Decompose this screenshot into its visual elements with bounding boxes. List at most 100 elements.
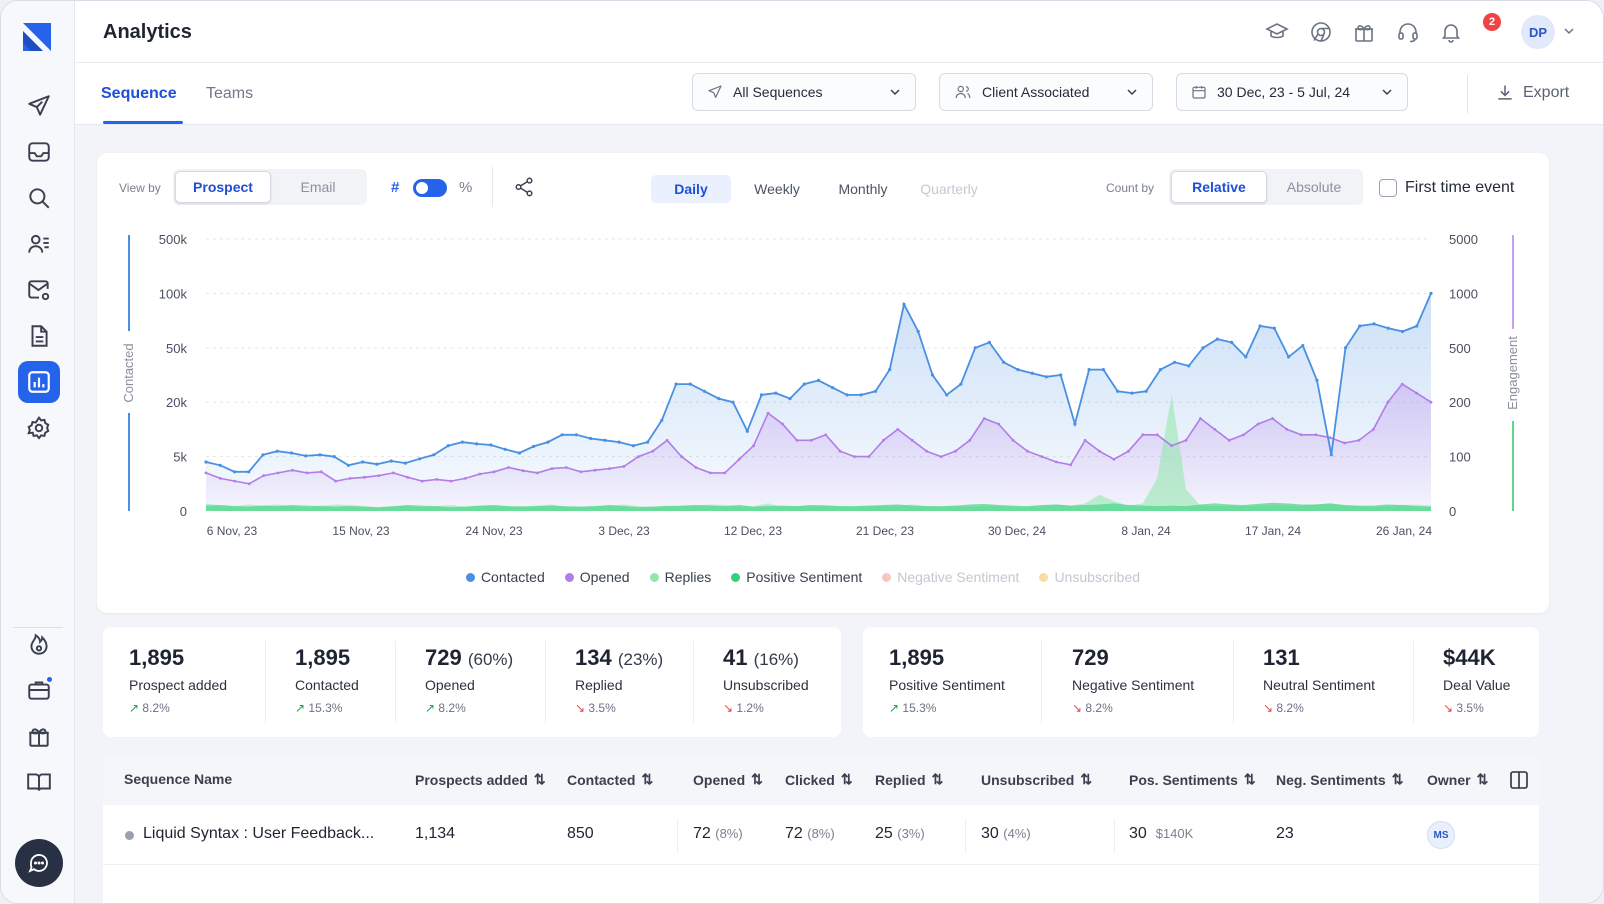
column-owner[interactable]: Owner ⇅ <box>1427 771 1488 788</box>
chat-support-button[interactable] <box>15 839 63 887</box>
opened-point <box>781 422 784 426</box>
gift-nav-icon[interactable] <box>18 715 60 757</box>
legend-opened[interactable]: Opened <box>564 569 630 585</box>
sort-icon[interactable]: ⇅ <box>840 771 853 787</box>
contacted-point <box>788 397 792 401</box>
stat-divider <box>395 641 396 723</box>
client-dropdown-label: Client Associated <box>982 84 1090 100</box>
share-icon[interactable] <box>513 176 535 198</box>
opened-point <box>247 482 251 486</box>
contacted-point <box>403 461 407 465</box>
contacted-point <box>1101 368 1105 372</box>
legend-replies[interactable]: Replies <box>649 569 711 585</box>
export-button[interactable]: Export <box>1495 83 1569 103</box>
opened-point <box>1299 433 1303 437</box>
count-percent-switch[interactable] <box>413 179 447 197</box>
sort-icon[interactable]: ⇅ <box>1391 771 1404 787</box>
date-range-dropdown[interactable]: 30 Dec, 23 - 5 Jul, 24 <box>1176 73 1408 111</box>
graduation-cap-icon[interactable] <box>1265 20 1289 44</box>
contacted-point <box>375 462 379 466</box>
stat-value: $44K <box>1443 645 1496 671</box>
contacted-point <box>332 455 336 459</box>
inbox-nav-icon[interactable] <box>18 131 60 173</box>
sort-icon[interactable]: ⇅ <box>1476 771 1489 787</box>
sort-icon[interactable]: ⇅ <box>641 771 654 787</box>
email-settings-nav-icon[interactable] <box>18 269 60 311</box>
contacted-point <box>218 463 222 467</box>
chrome-icon[interactable] <box>1309 20 1333 44</box>
sidebar <box>1 1 75 903</box>
user-avatar[interactable]: DP <box>1521 15 1555 49</box>
headset-icon[interactable] <box>1396 20 1420 44</box>
opened-point <box>809 438 813 442</box>
view-by-email[interactable]: Email <box>300 179 336 195</box>
column-replied[interactable]: Replied ⇅ <box>875 771 943 788</box>
first-time-event-checkbox[interactable] <box>1379 179 1397 197</box>
briefcase-nav-icon[interactable] <box>18 669 60 711</box>
cell-sequence-name[interactable]: Liquid Syntax : User Feedback... <box>143 825 375 842</box>
period-weekly[interactable]: Weekly <box>754 181 800 197</box>
column-sequence-name[interactable]: Sequence Name <box>124 771 232 787</box>
column-opened[interactable]: Opened ⇅ <box>693 771 763 788</box>
opened-point <box>1227 438 1231 442</box>
sequences-dropdown[interactable]: All Sequences <box>692 73 916 111</box>
bell-icon[interactable] <box>1439 20 1463 44</box>
streak-nav-icon[interactable] <box>18 623 60 665</box>
contacted-point <box>1116 389 1120 393</box>
count-by-absolute[interactable]: Absolute <box>1286 179 1342 195</box>
column-prospects-added[interactable]: Prospects added ⇅ <box>415 771 546 788</box>
contacted-point <box>745 429 749 433</box>
opened-point <box>1256 422 1260 426</box>
column-unsubscribed[interactable]: Unsubscribed ⇅ <box>981 771 1092 788</box>
sort-icon[interactable]: ⇅ <box>1080 771 1093 787</box>
app-logo[interactable] <box>19 19 57 57</box>
columns-icon[interactable] <box>1509 770 1529 790</box>
column-contacted[interactable]: Contacted ⇅ <box>567 771 653 788</box>
sort-icon[interactable]: ⇅ <box>1243 771 1256 787</box>
legend-negative-sentiment[interactable]: Negative Sentiment <box>882 569 1019 585</box>
period-quarterly[interactable]: Quarterly <box>920 181 978 197</box>
legend-positive-sentiment[interactable]: Positive Sentiment <box>731 569 862 585</box>
client-dropdown[interactable]: Client Associated <box>939 73 1153 111</box>
gift-icon[interactable] <box>1352 20 1376 44</box>
book-nav-icon[interactable] <box>18 761 60 803</box>
stat-change-value: 8.2% <box>1085 701 1113 715</box>
trend-down-icon: ↘ <box>575 701 586 715</box>
view-by-prospect[interactable]: Prospect <box>175 171 271 203</box>
templates-nav-icon[interactable] <box>18 315 60 357</box>
opened-point <box>291 468 294 472</box>
contacted-point <box>432 453 436 457</box>
table-row[interactable]: Liquid Syntax : User Feedback... 1,134 8… <box>103 805 1539 865</box>
sequences-nav-icon[interactable] <box>18 85 60 127</box>
sort-icon[interactable]: ⇅ <box>931 771 944 787</box>
stat-change-value: 15.3% <box>308 701 343 715</box>
legend-dot <box>649 572 659 582</box>
column-pos-sentiments[interactable]: Pos. Sentiments ⇅ <box>1129 771 1256 788</box>
analytics-nav-icon[interactable] <box>18 361 60 403</box>
legend-unsubscribed[interactable]: Unsubscribed <box>1039 569 1140 585</box>
period-monthly[interactable]: Monthly <box>838 181 888 197</box>
sort-icon[interactable]: ⇅ <box>533 771 546 787</box>
contacted-point <box>1386 326 1390 330</box>
owner-avatar[interactable]: MS <box>1427 821 1455 849</box>
legend-label: Contacted <box>480 569 545 585</box>
count-by-relative[interactable]: Relative <box>1171 171 1267 203</box>
period-daily[interactable]: Daily <box>651 175 731 203</box>
column-label: Pos. Sentiments <box>1129 771 1238 788</box>
opened-point <box>882 438 885 442</box>
search-nav-icon[interactable] <box>18 177 60 219</box>
prospects-nav-icon[interactable] <box>18 223 60 265</box>
opened-point <box>982 417 986 420</box>
contacted-point <box>275 449 279 453</box>
contacted-point <box>1372 322 1376 326</box>
sort-icon[interactable]: ⇅ <box>751 771 763 787</box>
chevron-down-icon[interactable] <box>1563 25 1575 37</box>
column-neg-sentiments[interactable]: Neg. Sentiments ⇅ <box>1276 771 1403 788</box>
column-clicked[interactable]: Clicked ⇅ <box>785 771 853 788</box>
legend-contacted[interactable]: Contacted <box>465 569 545 585</box>
stat-number: 1,895 <box>295 645 351 670</box>
opened-point <box>622 465 626 468</box>
tab-sequence[interactable]: Sequence <box>101 85 177 102</box>
settings-nav-icon[interactable] <box>18 407 60 449</box>
tab-teams[interactable]: Teams <box>206 85 254 102</box>
